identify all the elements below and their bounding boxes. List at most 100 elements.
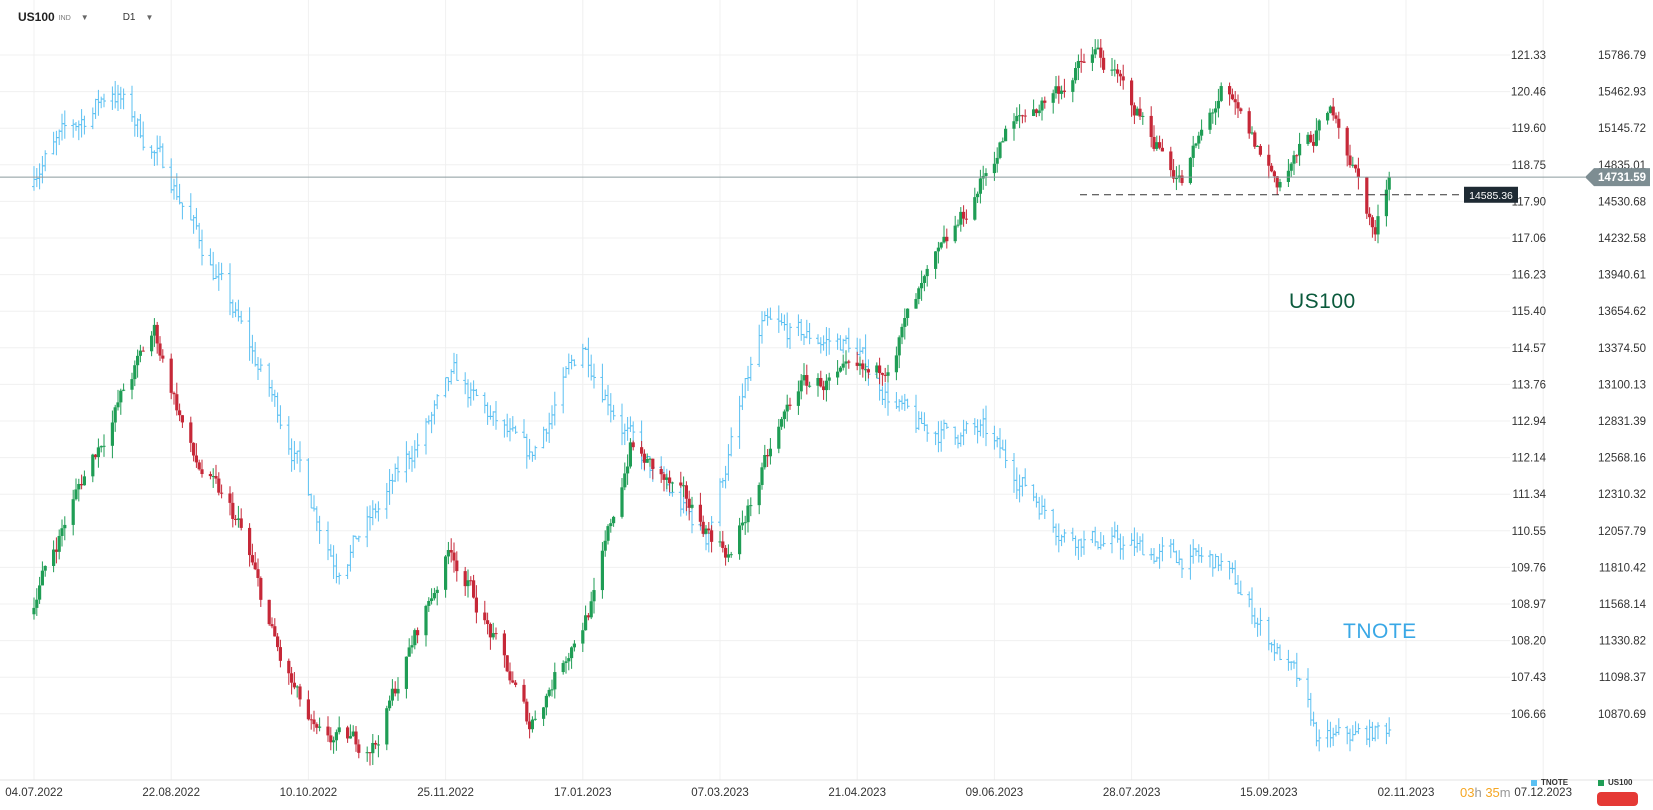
us100-candle-body (1130, 80, 1134, 106)
us100-candle-body (822, 386, 826, 391)
us100-candle-body (371, 742, 375, 754)
us100-candle-body (248, 527, 252, 556)
us100-candle-body (1116, 69, 1120, 74)
us100-candle-body (1208, 112, 1212, 130)
us100-candle-body (785, 404, 789, 412)
us100-candle-body (718, 541, 722, 543)
us100-candle-body (1001, 141, 1005, 143)
us100-candle-body (525, 701, 529, 722)
us100-candle-body (287, 660, 291, 674)
us100-candle-body (1054, 86, 1058, 94)
us100-candle-body (729, 554, 733, 556)
us100-candle-body (858, 363, 862, 366)
us100-candle-body (651, 458, 655, 470)
us100-candle-body (721, 541, 725, 548)
timeframe-selector[interactable]: D1 (122, 11, 136, 23)
us100-candle-body (581, 630, 585, 644)
trade-button[interactable] (1597, 792, 1638, 806)
us100-candle-body (1312, 141, 1316, 146)
us100-candle-body (298, 686, 302, 700)
symbol-name[interactable]: US100 (18, 10, 55, 24)
countdown-minutes: 35 (1485, 785, 1500, 800)
us100-candle-body (82, 476, 86, 486)
us100-candle-body (455, 560, 459, 572)
us100-candle-body (1345, 127, 1349, 156)
us100-candle-body (1174, 178, 1178, 180)
us100-candle-body (1152, 136, 1156, 149)
us100-candle-body (984, 173, 988, 176)
x-axis-tick-label: 17.01.2023 (554, 787, 612, 799)
us100-candle-body (217, 478, 221, 493)
us100-candle-body (99, 446, 103, 448)
us100-candle-body (180, 415, 184, 423)
us100-candle-body (1118, 73, 1122, 77)
us100-candle-body (189, 422, 193, 443)
us100-candle-body (256, 569, 260, 578)
us100-candle-body (374, 742, 378, 745)
timeframe-dropdown-icon[interactable]: ▼ (145, 12, 154, 22)
left-axis-tick-label: 112.14 (1512, 453, 1547, 465)
right-axis-tick-label: 11810.42 (1599, 562, 1646, 574)
us100-candle-body (1376, 216, 1380, 235)
us100-candle-body (1247, 111, 1251, 134)
us100-candle-body (710, 530, 714, 542)
us100-candle-body (547, 689, 551, 696)
us100-candle-body (514, 682, 518, 685)
us100-candle-body (589, 601, 593, 618)
us100-candle-body (491, 633, 495, 638)
us100-candle-body (978, 178, 982, 194)
us100-candle-body (446, 549, 450, 557)
us100-candle-body (1351, 164, 1355, 166)
us100-candle-body (1267, 154, 1271, 166)
right-axis-tick-label: 11568.14 (1599, 599, 1647, 611)
us100-candle-body (1219, 86, 1223, 101)
us100-candle-body (530, 719, 534, 730)
us100-candle-body (824, 380, 828, 391)
us100-candle-body (469, 580, 473, 582)
us100-candle-body (329, 735, 333, 743)
us100-candle-body (1076, 60, 1080, 69)
us100-candle-body (1057, 86, 1061, 94)
us100-candle-body (875, 365, 879, 373)
us100-candle-body (318, 726, 322, 728)
us100-candle-body (278, 647, 282, 661)
us100-candle-body (920, 282, 924, 289)
us100-candle-body (74, 489, 78, 500)
us100-candle-body (57, 535, 61, 552)
us100-candle-body (976, 193, 980, 198)
us100-candle-body (267, 599, 271, 625)
right-axis-tick-label: 10870.69 (1598, 709, 1646, 721)
us100-candle-body (138, 350, 142, 356)
us100-candle-body (883, 374, 887, 376)
us100-candle-body (690, 504, 694, 508)
us100-candle-body (130, 379, 134, 390)
us100-candle-body (1270, 165, 1274, 172)
us100-candle-body (659, 469, 663, 475)
left-axis-tick-label: 107.43 (1511, 672, 1546, 684)
us100-candle-body (410, 645, 414, 648)
us100-candle-body (502, 633, 506, 656)
legend-us100[interactable]: US100 (1598, 778, 1632, 787)
us100-candle-body (1258, 145, 1262, 155)
us100-candle-body (1214, 108, 1218, 113)
us100-candle-body (259, 577, 263, 600)
us100-candle-body (80, 483, 84, 486)
us100-candle-body (315, 724, 319, 728)
symbol-dropdown-icon[interactable]: ▼ (80, 12, 89, 22)
left-axis-tick-label: 114.57 (1512, 343, 1546, 355)
us100-candle-body (32, 607, 36, 615)
legend-tnote-label: TNOTE (1541, 778, 1569, 787)
us100-candle-body (273, 626, 277, 637)
us100-candle-body (802, 375, 806, 381)
us100-candle-body (466, 580, 470, 587)
us100-candle-body (844, 361, 848, 364)
us100-candle-body (113, 407, 117, 423)
us100-series-label: US100 (1289, 290, 1356, 313)
us100-candle-body (1200, 129, 1204, 136)
us100-candle-body (998, 142, 1002, 158)
support-level-tag (1464, 186, 1518, 203)
legend-tnote[interactable]: TNOTE (1531, 778, 1568, 787)
us100-candle-body (878, 365, 882, 374)
